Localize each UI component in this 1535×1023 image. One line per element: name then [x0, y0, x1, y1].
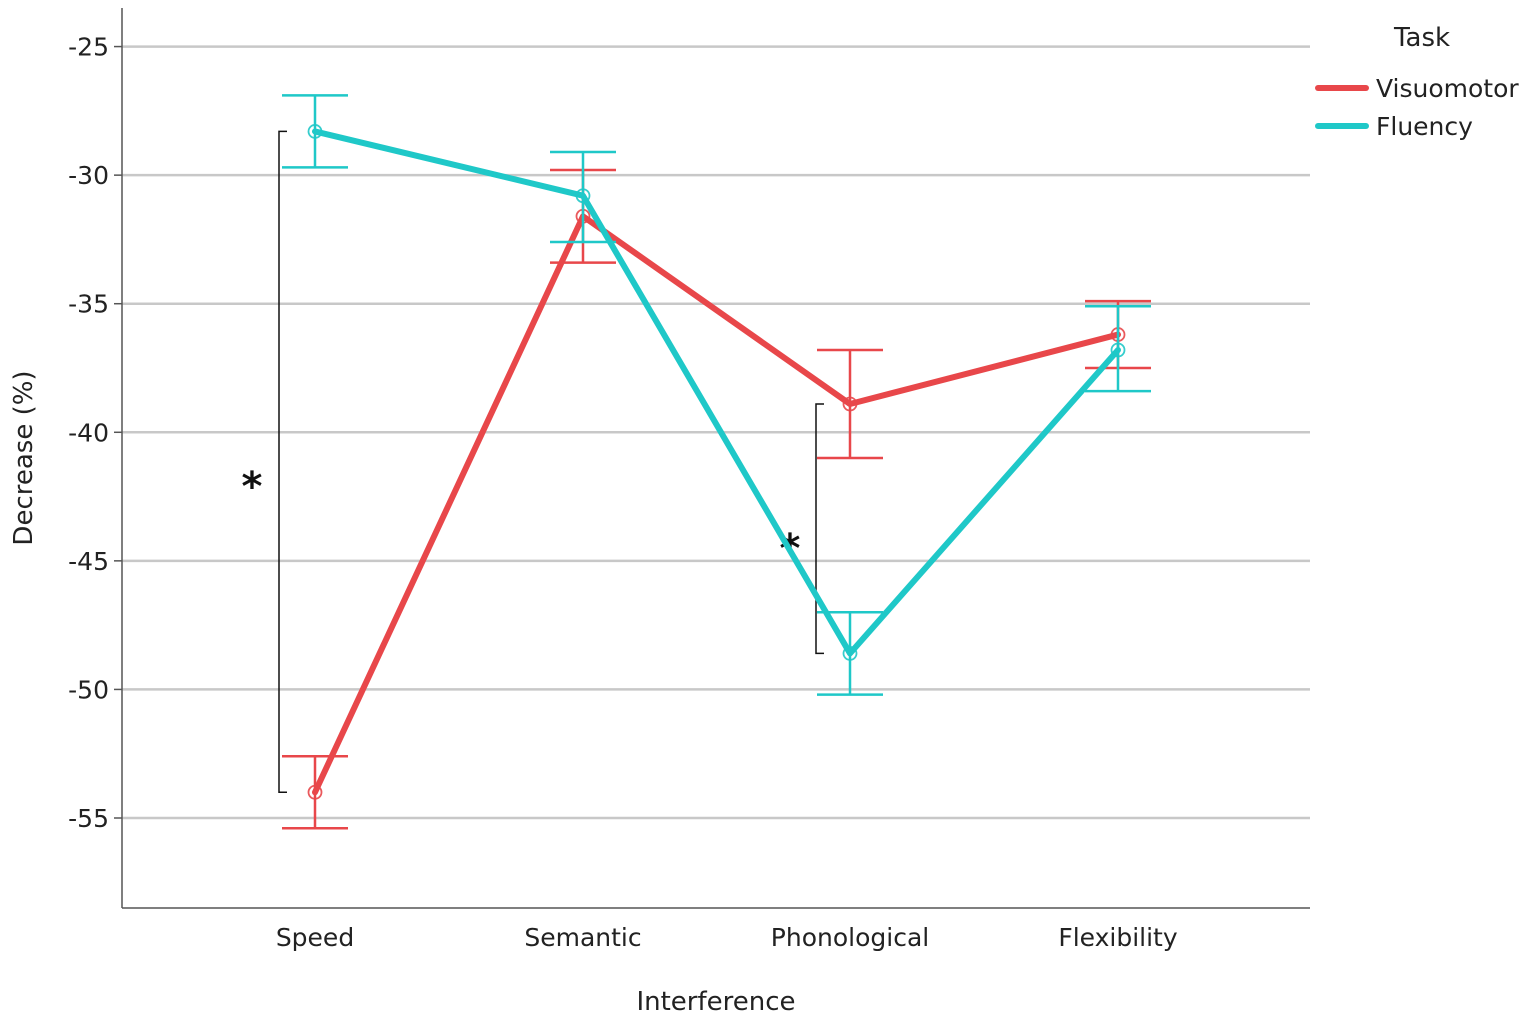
- axes: [121, 8, 1310, 909]
- legend-item: Visuomotor: [1315, 74, 1519, 103]
- y-tick-label: -35: [68, 290, 109, 319]
- legend-label: Visuomotor: [1376, 74, 1519, 103]
- x-tick-label: Flexibility: [1058, 923, 1178, 952]
- y-axis-title: Decrease (%): [9, 370, 39, 545]
- significance-star: *: [242, 464, 263, 510]
- y-tick-label: -30: [68, 161, 109, 190]
- significance-bracket: [815, 403, 824, 655]
- y-tick-label: -40: [68, 418, 109, 447]
- series: [282, 94, 1151, 830]
- grid-lines: [122, 45, 1310, 820]
- significance-bracket: [278, 130, 287, 794]
- data-point: [1110, 342, 1126, 358]
- x-tick-label: Semantic: [524, 923, 641, 952]
- legend-label: Fluency: [1376, 112, 1473, 141]
- y-tick-label: -25: [68, 33, 109, 62]
- data-point: [842, 646, 858, 661]
- x-axis-title: Interference: [636, 987, 795, 1017]
- y-tick-label: -45: [68, 547, 109, 576]
- data-point: [842, 396, 858, 412]
- data-point: [575, 188, 591, 204]
- legend-title: Task: [1393, 23, 1450, 53]
- legend-item: Fluency: [1315, 112, 1473, 141]
- x-axis-ticks: Speed Semantic Phonological Flexibility: [276, 923, 1178, 952]
- x-tick-label: Phonological: [771, 923, 929, 952]
- legend-items: Visuomotor Fluency: [1315, 74, 1519, 141]
- series-visuomotor: [282, 168, 1151, 830]
- y-tick-label: -50: [68, 675, 109, 704]
- x-tick-label: Speed: [276, 923, 354, 952]
- series-fluency: [282, 94, 1151, 696]
- y-tick-label: -55: [68, 804, 109, 833]
- data-point: [307, 124, 323, 139]
- series-line: [312, 128, 1121, 657]
- legend: Task Visuomotor Fluency: [1315, 23, 1519, 141]
- series-line: [312, 213, 1121, 796]
- y-axis-ticks: -25 -30 -35 -40 -45 -50 -55: [68, 33, 122, 833]
- data-point: [307, 784, 323, 800]
